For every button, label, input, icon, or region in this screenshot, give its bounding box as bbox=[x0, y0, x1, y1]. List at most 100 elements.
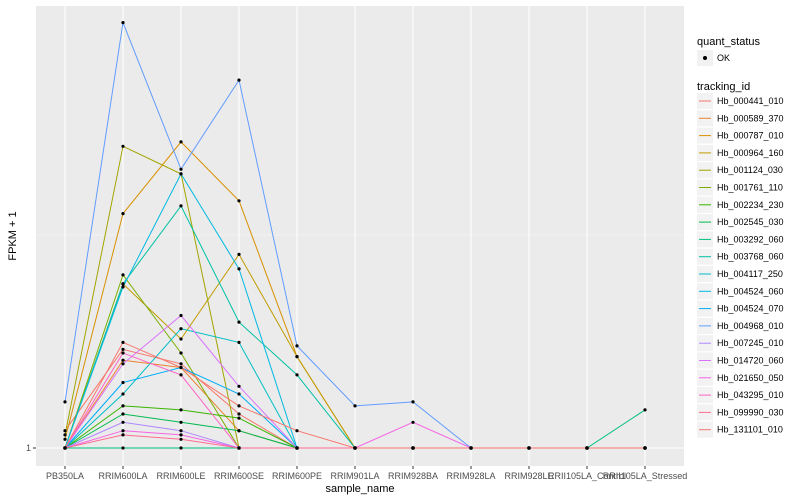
legend-label-hb-000787-010: Hb_000787_010 bbox=[717, 131, 784, 141]
data-point bbox=[179, 351, 183, 355]
legend-label-hb-043295-010: Hb_043295_010 bbox=[717, 390, 784, 400]
data-point bbox=[237, 429, 241, 433]
legend-label-hb-021650-050: Hb_021650_050 bbox=[717, 373, 784, 383]
data-point bbox=[237, 320, 241, 324]
legend-label-hb-000441-010: Hb_000441_010 bbox=[717, 96, 784, 106]
x-tick-label: PB350LA bbox=[46, 471, 84, 481]
data-point bbox=[63, 446, 67, 450]
data-point bbox=[237, 392, 241, 396]
data-point bbox=[121, 404, 125, 408]
data-point bbox=[121, 285, 125, 289]
legend-label-hb-000589-370: Hb_000589_370 bbox=[717, 113, 784, 123]
data-point bbox=[411, 420, 415, 424]
legend-label-hb-004117-250: Hb_004117_250 bbox=[717, 269, 783, 279]
data-point bbox=[411, 446, 415, 450]
plot-panel bbox=[36, 6, 684, 466]
x-tick-label: RRIM928BA bbox=[388, 471, 438, 481]
data-point bbox=[121, 351, 125, 355]
data-point bbox=[295, 446, 299, 450]
x-tick-label: RRIM928LA bbox=[446, 471, 495, 481]
legend-label-hb-002234-230: Hb_002234_230 bbox=[717, 200, 784, 210]
data-point bbox=[237, 267, 241, 271]
data-point bbox=[179, 446, 183, 450]
data-point bbox=[179, 420, 183, 424]
x-tick-label: RRIM901LA bbox=[330, 471, 379, 481]
y-tick-label: 1 bbox=[26, 443, 31, 453]
data-point bbox=[353, 446, 357, 450]
data-point bbox=[237, 252, 241, 256]
legend-label-hb-004524-070: Hb_004524_070 bbox=[717, 304, 784, 314]
x-tick-label: RRII105LA_Control bbox=[548, 471, 626, 481]
data-point bbox=[237, 384, 241, 388]
data-point bbox=[121, 446, 125, 450]
data-point bbox=[179, 337, 183, 341]
data-point bbox=[179, 327, 183, 331]
data-point bbox=[121, 144, 125, 148]
legend-label-hb-001761-110: Hb_001761_110 bbox=[717, 183, 783, 193]
data-point bbox=[121, 380, 125, 385]
legend-label-hb-003292-060: Hb_003292_060 bbox=[717, 234, 784, 244]
data-point bbox=[179, 167, 183, 171]
data-point bbox=[121, 282, 125, 286]
data-point bbox=[179, 429, 183, 433]
data-point bbox=[121, 358, 125, 362]
data-point bbox=[121, 212, 125, 216]
legend-label-hb-004968-010: Hb_004968_010 bbox=[717, 321, 784, 331]
legend-label-hb-004524-060: Hb_004524_060 bbox=[717, 286, 784, 296]
legend-items: Hb_000441_010 Hb_000589_370 Hb_000787_010 H… bbox=[697, 93, 784, 438]
data-point bbox=[179, 313, 183, 318]
data-point bbox=[179, 437, 183, 441]
data-point bbox=[179, 408, 183, 412]
data-point bbox=[411, 400, 415, 404]
legend-label-hb-000964-160: Hb_000964_160 bbox=[717, 148, 784, 158]
legend-title-quant-status: quant_status bbox=[697, 36, 760, 48]
data-point bbox=[121, 340, 125, 344]
data-point bbox=[179, 362, 183, 366]
data-point bbox=[121, 420, 125, 424]
y-axis-title: FPKM + 1 bbox=[7, 211, 19, 260]
legend-label-hb-003768-060: Hb_003768_060 bbox=[717, 252, 784, 262]
legend-title-tracking-id: tracking_id bbox=[697, 81, 750, 93]
legend-label-hb-014720-060: Hb_014720_060 bbox=[717, 356, 784, 366]
data-point bbox=[237, 404, 241, 408]
data-point bbox=[121, 21, 125, 25]
legend: quant_status OK tracking_id Hb_000441_01… bbox=[697, 36, 784, 438]
data-point bbox=[643, 446, 647, 450]
data-point bbox=[179, 172, 183, 176]
data-point bbox=[63, 400, 67, 404]
x-axis: PB350LA RRIM600LA RRIM600LE RRIM600SE RRIM60… bbox=[46, 466, 687, 481]
data-point bbox=[295, 355, 299, 359]
data-point bbox=[527, 446, 531, 450]
data-point bbox=[63, 437, 67, 441]
data-point bbox=[179, 433, 183, 437]
data-point bbox=[121, 429, 125, 433]
data-point bbox=[63, 429, 67, 433]
data-point bbox=[585, 446, 589, 450]
data-point bbox=[237, 416, 241, 420]
x-axis-title: sample_name bbox=[325, 483, 394, 495]
data-point bbox=[469, 446, 473, 450]
x-tick-label: RRIM600SE bbox=[214, 471, 264, 481]
legend-label-ok: OK bbox=[717, 53, 730, 63]
data-point bbox=[237, 446, 241, 450]
data-point bbox=[643, 408, 647, 412]
x-tick-label: RRIM928LE bbox=[504, 471, 553, 481]
data-point bbox=[237, 412, 241, 416]
data-point bbox=[295, 373, 299, 377]
data-point bbox=[295, 429, 299, 433]
legend-label-hb-001124-030: Hb_001124_030 bbox=[717, 165, 783, 175]
data-point bbox=[237, 78, 241, 82]
x-tick-label: RRIM600PE bbox=[272, 471, 322, 481]
data-point bbox=[121, 347, 125, 351]
x-tick-label: RRIM600LE bbox=[156, 471, 205, 481]
data-point bbox=[179, 365, 183, 370]
data-point bbox=[179, 140, 183, 144]
data-point bbox=[121, 273, 125, 277]
data-point bbox=[63, 433, 67, 437]
data-point bbox=[121, 392, 125, 396]
legend-label-hb-002545-030: Hb_002545_030 bbox=[717, 217, 784, 227]
legend-label-hb-131101-010: Hb_131101_010 bbox=[717, 425, 783, 435]
data-point bbox=[121, 433, 125, 437]
data-point bbox=[353, 404, 357, 408]
